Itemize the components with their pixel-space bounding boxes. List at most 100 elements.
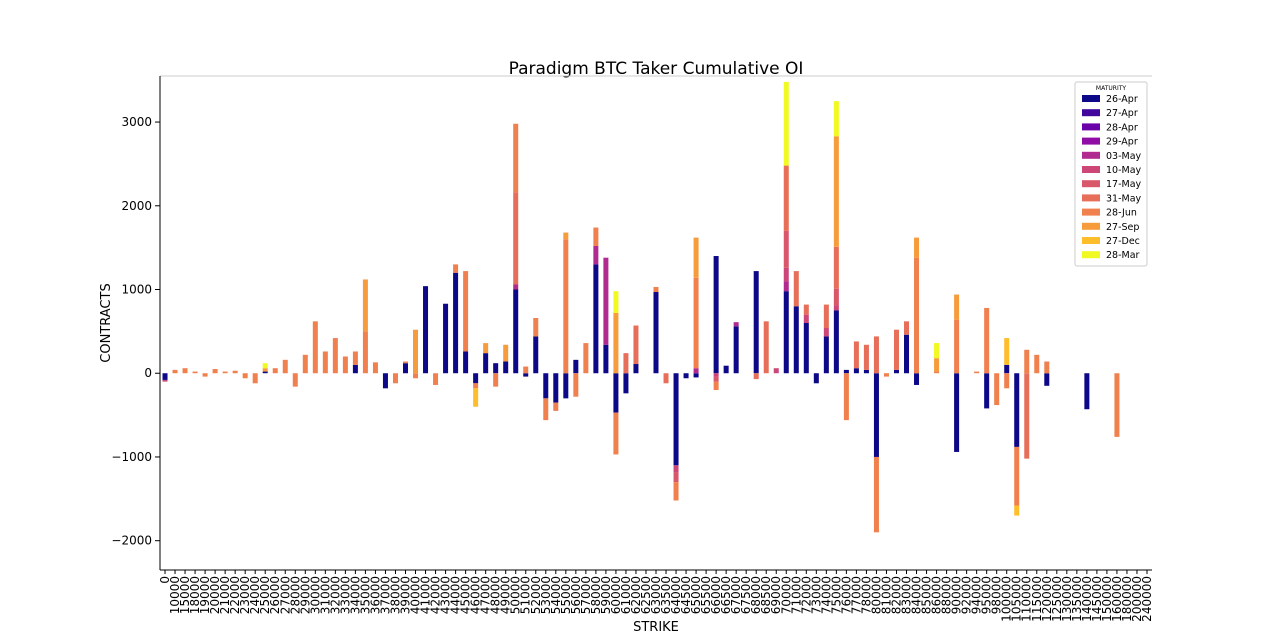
bar-segment [723, 365, 729, 374]
legend-label: 27-Apr [1106, 108, 1138, 119]
bar-segment [362, 279, 368, 332]
bar-segment [1024, 349, 1030, 374]
x-tick-label: 78000 [859, 576, 873, 614]
bar-segment [523, 366, 529, 374]
bar-segment [673, 482, 679, 501]
bar-segment [342, 356, 348, 374]
x-tick-label: 74000 [819, 576, 833, 614]
x-tick-label: 240000 [1140, 576, 1154, 622]
bar-segment [1004, 364, 1010, 374]
bar-segment [893, 369, 899, 374]
legend-label: 27-Sep [1106, 222, 1139, 233]
x-tick-label: 67000 [729, 576, 743, 614]
legend-label: 28-Mar [1106, 250, 1140, 261]
x-tick-label: 63500 [659, 576, 673, 614]
bar-segment [232, 370, 238, 374]
x-tick-label: 49000 [499, 576, 513, 614]
x-tick-label: 29000 [298, 576, 312, 614]
bar-segment [843, 369, 849, 374]
bar-segment [352, 351, 358, 365]
legend-label: 17-May [1106, 179, 1142, 190]
bar-segment [773, 368, 779, 374]
bar-segment [413, 329, 419, 374]
y-tick-label: 1000 [121, 283, 152, 297]
x-tick-label: 65500 [699, 576, 713, 614]
bar-segment [613, 291, 619, 313]
x-tick-label: 83000 [900, 576, 914, 614]
legend-label: 31-May [1106, 193, 1142, 204]
bar-segment [833, 288, 839, 306]
x-tick-label: 0 [158, 576, 172, 584]
legend-swatch [1082, 237, 1100, 244]
x-tick-label: 72000 [799, 576, 813, 614]
bar-segment [493, 373, 499, 387]
bar-segment [262, 371, 268, 374]
x-tick-label: 120000 [1040, 576, 1054, 622]
bar-segment [362, 331, 368, 374]
bar-segment [673, 465, 679, 473]
bar-segment [954, 373, 960, 452]
bar-segment [463, 351, 469, 374]
bar-segment [934, 371, 940, 374]
x-tick-label: 150000 [1100, 576, 1114, 622]
bar-segment [322, 351, 328, 374]
bar-segment [954, 294, 960, 320]
bar-segment [713, 373, 719, 377]
bar-segment [904, 321, 910, 335]
x-tick-label: 88000 [940, 576, 954, 614]
bar-segment [653, 287, 659, 293]
x-tick-label: 84000 [910, 576, 924, 614]
x-tick-label: 42000 [429, 576, 443, 614]
bar-segment [803, 304, 809, 315]
legend: MATURITY 26-Apr 27-Apr 28-Apr 29-Apr 03-May 1… [1074, 81, 1148, 267]
y-tick-label: −2000 [111, 534, 152, 548]
bar-segment [312, 321, 318, 374]
x-tick-label: 98000 [990, 576, 1004, 614]
bar-segment [613, 312, 619, 374]
x-tick-label: 67500 [739, 576, 753, 614]
bar-segment [833, 101, 839, 137]
bar-segment [1084, 373, 1090, 410]
bar-segment [823, 328, 829, 337]
x-tick-label: 160000 [1110, 576, 1124, 622]
bar-segment [793, 306, 799, 374]
bar-segment [473, 388, 479, 407]
x-tick-label: 115000 [1030, 576, 1044, 622]
bar-segment [543, 398, 549, 421]
x-tick-label: 90000 [950, 576, 964, 614]
x-tick-label: 145000 [1090, 576, 1104, 622]
bar-segment [753, 373, 759, 380]
x-tick-label: 50000 [509, 576, 523, 614]
bars-layer [162, 81, 1120, 533]
x-tick-label: 46000 [469, 576, 483, 614]
x-tick-label: 56000 [569, 576, 583, 614]
x-tick-label: 125000 [1050, 576, 1064, 622]
bar-segment [1044, 361, 1050, 374]
x-tick-label: 180000 [1120, 576, 1134, 622]
bar-segment [533, 336, 539, 374]
x-tick-label: 19000 [198, 576, 212, 614]
bar-segment [1014, 446, 1020, 506]
bar-segment [873, 456, 879, 533]
bar-segment [793, 271, 799, 307]
bar-segment [783, 281, 789, 292]
bar-segment [663, 373, 669, 384]
bar-segment [292, 373, 298, 387]
x-tick-label: 28000 [288, 576, 302, 614]
bar-segment [593, 264, 599, 374]
bar-segment [222, 371, 228, 374]
x-tick-label: 47000 [479, 576, 493, 614]
legend-label: 29-Apr [1106, 137, 1138, 148]
bar-segment [823, 336, 829, 374]
chart-title: Paradigm BTC Taker Cumulative OI [509, 59, 804, 79]
x-tick-label: 60000 [609, 576, 623, 614]
x-tick-label: 43000 [439, 576, 453, 614]
bar-segment [783, 267, 789, 282]
bar-segment [463, 271, 469, 352]
bar-segment [783, 81, 789, 166]
bar-segment [623, 373, 629, 394]
x-tick-label: 54000 [549, 576, 563, 614]
bar-segment [382, 373, 388, 389]
legend-swatch [1082, 151, 1100, 159]
bar-segment [713, 256, 719, 374]
